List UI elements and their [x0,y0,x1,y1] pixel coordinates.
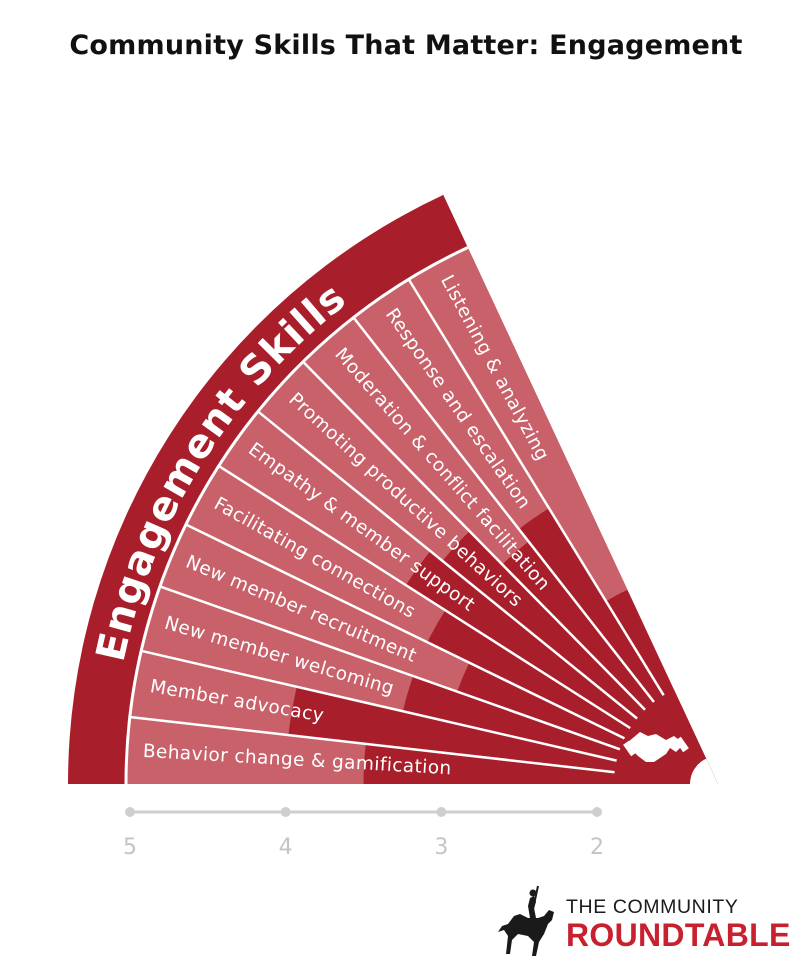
axis-tick [592,807,602,817]
segment-divider [159,585,621,751]
axis-tick-label: 3 [434,835,448,860]
segment-divider [257,410,638,720]
axis-tick [280,807,291,817]
segments [126,247,628,784]
axis-tick [125,807,135,817]
segment-bar [217,410,431,586]
segment-bar [256,360,470,561]
hub-background [614,689,718,784]
logo-text-line1: THE COMMUNITY [566,896,739,918]
segment-bar [158,523,470,692]
segment-divider [218,464,631,730]
segment-divider [129,715,615,774]
segment-bar [407,247,628,602]
segment-divider [185,523,626,740]
segment-divider [407,278,665,696]
segment-bar [127,650,297,736]
segment-divider [352,316,655,703]
horse-rider-icon [498,885,554,956]
handshake-icon [623,732,689,762]
logo-text-line2: ROUNDTABLE [566,917,791,953]
axis-tick-label: 2 [590,835,604,860]
segment-divider [302,360,647,711]
band-divider-arc [124,246,469,785]
segment-bar [184,464,446,643]
page-title: Community Skills That Matter: Engagement [69,30,743,61]
hub-tip [690,758,718,784]
community-roundtable-logo: THE COMMUNITY ROUNDTABLE [494,884,804,960]
segment-bar [126,716,366,784]
scale-axis: 5 4 3 2 [123,807,604,860]
axis-tick-label: 4 [279,835,293,860]
segment-divider [140,649,617,762]
segment-bar [139,585,414,712]
segment-bar [301,315,529,565]
axis-tick [436,807,447,817]
segment-bar [352,277,550,530]
outer-band [68,194,468,784]
dividers [124,246,665,785]
axis-tick-label: 5 [123,835,137,860]
